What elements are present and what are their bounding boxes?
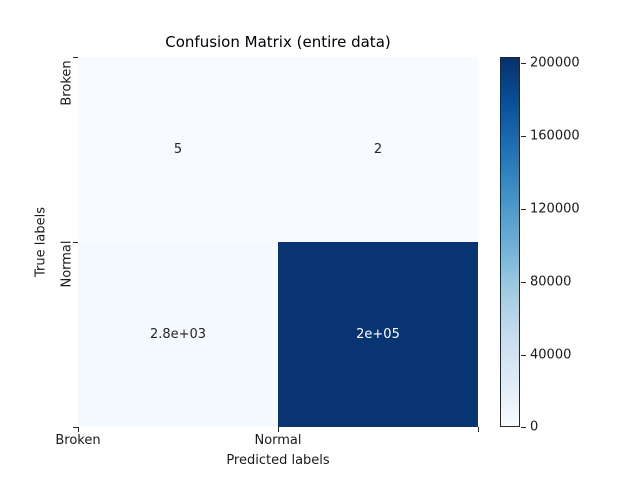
x-tick-label-broken: Broken [55, 433, 101, 448]
colorbar-tick-label-160000: 160000 [530, 128, 580, 144]
heatmap: 5 2 2.8e+03 2e+05 [78, 57, 478, 427]
colorbar-tick-mark-2 [521, 136, 526, 137]
y-axis-label: True labels [33, 207, 49, 277]
heatmap-cell-broken-broken: 5 [78, 57, 278, 242]
colorbar-tick-mark-1 [521, 63, 526, 64]
heatmap-cell-normal-broken: 2.8e+03 [78, 242, 278, 427]
x-tick-label-normal: Normal [254, 433, 302, 448]
colorbar-tick-label-80000: 80000 [530, 274, 572, 290]
y-tick-label-normal: Normal [59, 240, 75, 288]
colorbar-tick-mark-6 [521, 427, 526, 428]
colorbar-tick-label-120000: 120000 [530, 201, 580, 217]
y-tick-label-broken: Broken [59, 60, 75, 106]
x-tick-mark-1 [78, 427, 79, 432]
colorbar-tick-label-40000: 40000 [530, 347, 572, 363]
heatmap-cell-broken-normal: 2 [278, 57, 478, 242]
colorbar-gradient [500, 57, 520, 427]
colorbar-tick-label-200000: 200000 [530, 55, 580, 71]
y-tick-mark-2 [73, 242, 78, 243]
x-tick-mark-2 [278, 427, 279, 432]
y-tick-mark-1 [73, 57, 78, 58]
colorbar-tick-mark-4 [521, 282, 526, 283]
heatmap-cell-normal-normal: 2e+05 [278, 242, 478, 427]
y-tick-mark-3 [73, 427, 78, 428]
chart-title: Confusion Matrix (entire data) [165, 33, 391, 51]
colorbar-tick-mark-3 [521, 209, 526, 210]
colorbar-tick-mark-5 [521, 355, 526, 356]
x-tick-mark-3 [478, 427, 479, 432]
colorbar-tick-label-0: 0 [530, 419, 539, 435]
x-axis-label: Predicted labels [226, 453, 330, 468]
